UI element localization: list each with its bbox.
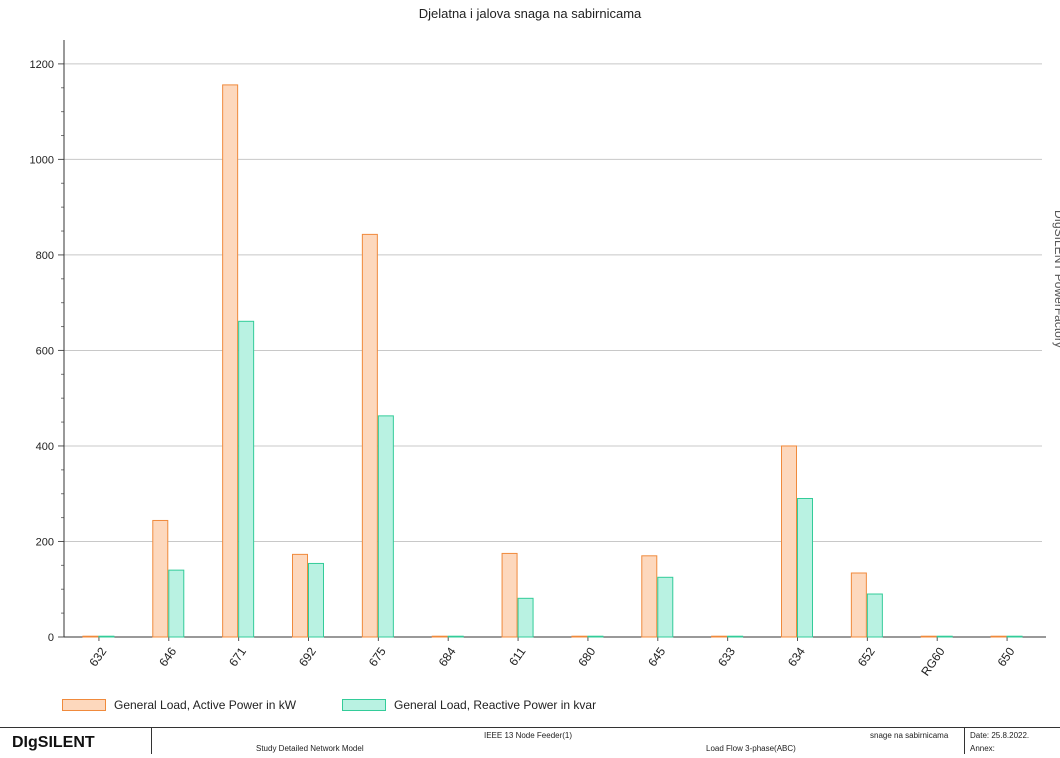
footer-annex: Annex: [970,744,995,753]
bar-reactive-652 [866,593,883,638]
x-category-label-632: 632 [86,644,109,669]
x-category-label-646: 646 [156,644,179,669]
bar-active-632 [82,635,99,638]
bar-reactive-671 [238,320,255,638]
footer-date: Date: 25.8.2022. [970,731,1030,740]
bar-active-634 [781,445,797,638]
bar-reactive-632 [98,635,115,638]
bars [82,84,1023,638]
y-tick-label-1200: 1200 [30,59,54,71]
bar-active-611 [501,552,518,638]
y-tick-label-0: 0 [48,632,54,644]
bar-active-646 [152,519,169,638]
bar-active-RG60 [920,635,937,638]
bar-reactive-634 [797,497,813,638]
legend-item-active-power: General Load, Active Power in kW [62,697,296,713]
footer-study: Study Detailed Network Model [256,744,364,753]
bar-reactive-645 [657,576,674,638]
x-category-label-684: 684 [436,644,459,669]
bar-active-675 [361,233,378,638]
x-category-label-611: 611 [506,644,529,668]
legend-label-active: General Load, Active Power in kW [114,698,297,712]
footer-page-name: snage na sabirnicama [870,731,949,740]
x-category-label-634: 634 [785,644,808,669]
axes [58,40,1046,641]
bar-reactive-684 [447,635,464,638]
bar-active-684 [431,635,448,638]
bar-active-671 [222,84,239,638]
x-category-label-671: 671 [226,644,249,669]
y-tick-label-600: 600 [36,345,54,357]
side-watermark-label: DIgSILENT PowerFactory [1052,210,1060,348]
bar-active-692 [292,553,308,638]
x-category-label-652: 652 [855,644,878,669]
x-category-label-650: 650 [995,644,1018,669]
y-tick-label-1000: 1000 [30,154,54,166]
bar-reactive-611 [517,597,534,638]
footer-brand: DIgSILENT [4,728,152,754]
bar-reactive-RG60 [936,635,953,638]
footer-separator [964,728,965,754]
legend-swatch-reactive [342,699,386,711]
bar-reactive-650 [1006,635,1023,638]
bar-chart: 0 200 400 600 800 1000 1200 632 646 671 692 675 684 6… [30,40,1046,678]
y-tick-label-800: 800 [36,250,54,262]
x-category-label-680: 680 [575,644,598,669]
chart-title: Djelatna i jalova snaga na sabirnicama [418,6,642,21]
x-category-label-645: 645 [645,644,668,669]
bar-reactive-646 [168,569,185,638]
bar-active-650 [990,635,1007,638]
report-footer: DIgSILENT IEEE 13 Node Feeder(1) Study D… [0,727,1060,754]
legend-swatch-active [62,699,106,711]
x-category-label-692: 692 [296,644,319,669]
legend-label-reactive: General Load, Reactive Power in kvar [394,698,597,712]
bar-active-652 [850,572,867,638]
x-category-label-675: 675 [366,644,389,669]
footer-project: IEEE 13 Node Feeder(1) [484,731,573,740]
bar-reactive-675 [377,415,394,638]
bar-reactive-692 [308,562,324,638]
y-tick-label-400: 400 [36,441,54,453]
legend-item-reactive-power: General Load, Reactive Power in kvar [342,697,596,713]
bar-active-633 [711,635,728,638]
bar-reactive-680 [587,635,604,638]
bar-reactive-633 [727,635,744,638]
grid-lines [64,63,1042,542]
footer-calc: Load Flow 3-phase(ABC) [706,744,796,753]
x-category-label-633: 633 [715,644,738,669]
bar-active-680 [571,635,588,638]
bar-active-645 [641,555,658,638]
x-category-label-RG60: RG60 [918,644,948,678]
y-tick-label-200: 200 [36,536,54,548]
